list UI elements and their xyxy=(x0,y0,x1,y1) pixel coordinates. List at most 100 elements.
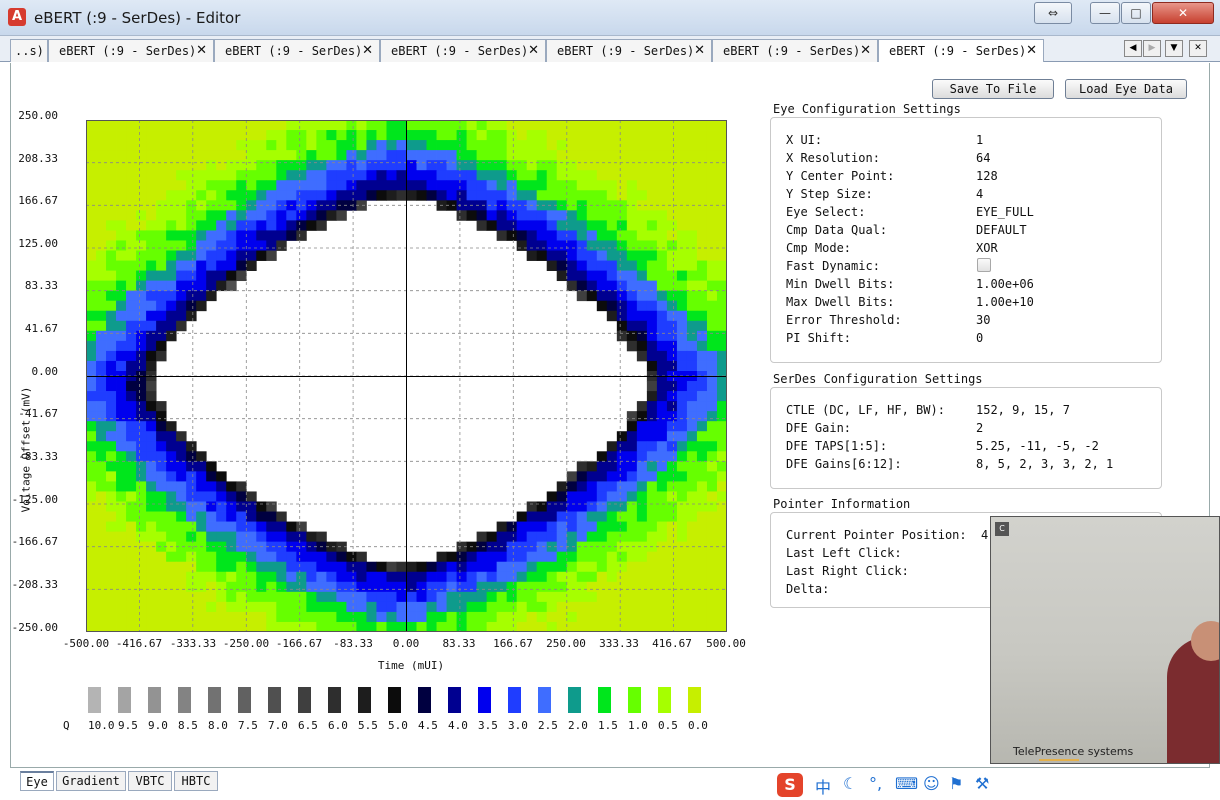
ime-logo-icon[interactable]: S xyxy=(777,773,803,797)
tab-scroll-right-icon[interactable]: ▶ xyxy=(1143,40,1161,57)
eye-cell xyxy=(176,310,187,322)
tab-5[interactable]: eBERT (:9 - SerDes) ✕ xyxy=(712,39,878,62)
eye-cell xyxy=(196,491,207,502)
eye-cell xyxy=(316,551,327,563)
restore-layout-button[interactable]: ⇔ xyxy=(1034,2,1072,24)
eye-cell xyxy=(606,120,618,131)
eye-config-label: PI Shift: xyxy=(786,331,852,345)
eye-cell xyxy=(636,571,648,583)
eye-cell xyxy=(266,501,277,512)
eye-config-label: Y Center Point: xyxy=(786,169,895,183)
legend-swatch xyxy=(688,687,701,713)
eye-cell xyxy=(696,591,708,603)
eye-cell xyxy=(696,381,708,392)
eye-cell xyxy=(216,220,227,231)
eye-cell xyxy=(666,401,678,412)
eye-cell xyxy=(636,401,648,412)
eye-cell xyxy=(716,421,727,432)
tab-eye[interactable]: Eye xyxy=(20,771,54,791)
tab-close-icon[interactable]: ✕ xyxy=(694,43,705,58)
eye-cell xyxy=(126,411,137,422)
eye-cell xyxy=(306,541,317,553)
eye-cell xyxy=(256,501,267,512)
ime-keyboard-icon[interactable]: ⌨ xyxy=(895,774,919,793)
eye-cell xyxy=(136,391,147,402)
eye-cell xyxy=(596,561,608,573)
eye-cell xyxy=(136,511,147,522)
eye-cell xyxy=(486,591,498,603)
eye-cell xyxy=(626,290,638,302)
pointer-info-label: Last Left Click: xyxy=(786,546,902,560)
tab-close-icon[interactable]: ✕ xyxy=(196,43,207,58)
eye-cell xyxy=(116,541,127,553)
eye-cell xyxy=(256,160,267,171)
eye-cell xyxy=(346,581,357,593)
eye-cell xyxy=(646,621,658,632)
eye-cell xyxy=(576,591,588,603)
tab-close-icon[interactable]: ✕ xyxy=(860,43,871,58)
tab-4[interactable]: eBERT (:9 - SerDes) ✕ xyxy=(546,39,712,62)
eye-cell xyxy=(206,230,217,241)
eye-cell xyxy=(616,441,628,452)
tab-close-icon[interactable]: ✕ xyxy=(528,43,539,58)
load-eye-data-button[interactable]: Load Eye Data xyxy=(1065,79,1187,99)
ime-skin-icon[interactable]: ⚑ xyxy=(949,774,964,793)
eye-cell xyxy=(176,551,187,563)
tab-6-active[interactable]: eBERT (:9 - SerDes) ✕ xyxy=(878,39,1044,62)
tab-label: eBERT (:9 - SerDes) xyxy=(225,44,363,58)
eye-cell xyxy=(136,300,147,312)
eye-cell xyxy=(486,140,498,151)
eye-cell xyxy=(636,611,648,623)
eye-diagram-heatmap[interactable] xyxy=(86,120,727,632)
minimize-button[interactable]: — xyxy=(1090,2,1120,24)
ime-punctuation-icon[interactable]: °, xyxy=(869,774,883,793)
eye-cell xyxy=(206,611,217,623)
eye-cell xyxy=(146,270,157,282)
tab-close-icon[interactable]: ✕ xyxy=(1026,43,1037,58)
tab-0[interactable]: ..s) xyxy=(10,39,48,62)
eye-cell xyxy=(286,220,297,231)
serdes-config-value: 8, 5, 2, 3, 3, 2, 1 xyxy=(976,457,1114,471)
maximize-button[interactable]: □ xyxy=(1121,2,1151,24)
ime-chinese-mode-icon[interactable]: 中 xyxy=(815,778,832,797)
fast-dynamic-checkbox[interactable] xyxy=(977,258,991,272)
save-to-file-button[interactable]: Save To File xyxy=(932,79,1054,99)
eye-cell xyxy=(246,220,257,231)
tab-gradient[interactable]: Gradient xyxy=(56,771,126,791)
tab-3[interactable]: eBERT (:9 - SerDes) ✕ xyxy=(380,39,546,62)
ime-moon-icon[interactable]: ☾ xyxy=(843,774,858,793)
eye-cell xyxy=(256,621,267,632)
tab-list-dropdown-icon[interactable]: ▼ xyxy=(1165,40,1183,57)
eye-cell xyxy=(716,521,727,533)
legend-label: 6.0 xyxy=(328,719,348,732)
eye-cell xyxy=(686,411,698,422)
tab-2[interactable]: eBERT (:9 - SerDes) ✕ xyxy=(214,39,380,62)
tab-close-icon[interactable]: ✕ xyxy=(362,43,373,58)
tab-1[interactable]: eBERT (:9 - SerDes) ✕ xyxy=(48,39,214,62)
eye-cell xyxy=(716,621,727,632)
eye-cell xyxy=(96,401,107,412)
eye-cell xyxy=(706,461,718,472)
eye-cell xyxy=(96,190,107,201)
eye-cell xyxy=(216,200,227,211)
eye-config-label: Cmp Data Qual: xyxy=(786,223,888,237)
tab-close-all-icon[interactable]: ✕ xyxy=(1189,40,1207,57)
eye-cell xyxy=(646,601,658,613)
x-tick-label: -500.00 xyxy=(62,637,110,650)
ime-user-icon[interactable]: ☺ xyxy=(923,774,940,793)
eye-cell xyxy=(376,601,387,613)
close-window-button[interactable]: ✕ xyxy=(1152,2,1214,24)
eye-cell xyxy=(616,451,628,462)
tab-vbtc[interactable]: VBTC xyxy=(128,771,172,791)
eye-cell xyxy=(176,611,187,623)
eye-cell xyxy=(176,451,187,462)
tab-hbtc[interactable]: HBTC xyxy=(174,771,218,791)
tab-scroll-left-icon[interactable]: ◀ xyxy=(1124,40,1142,57)
eye-cell xyxy=(686,360,698,372)
eye-cell xyxy=(596,290,608,302)
eye-cell xyxy=(346,160,357,171)
ime-tools-icon[interactable]: ⚒ xyxy=(975,774,990,793)
eye-cell xyxy=(436,190,447,201)
eye-cell xyxy=(316,531,327,543)
eye-cell xyxy=(196,461,207,472)
